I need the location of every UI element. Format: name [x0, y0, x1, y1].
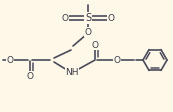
- Text: S: S: [85, 13, 91, 23]
- Text: O: O: [7, 56, 13, 65]
- Text: O: O: [84, 28, 92, 37]
- Text: O: O: [61, 14, 69, 23]
- Text: O: O: [92, 41, 98, 50]
- Text: NH: NH: [65, 68, 79, 76]
- Text: O: O: [26, 71, 34, 81]
- Text: O: O: [113, 56, 121, 65]
- Text: O: O: [107, 14, 115, 23]
